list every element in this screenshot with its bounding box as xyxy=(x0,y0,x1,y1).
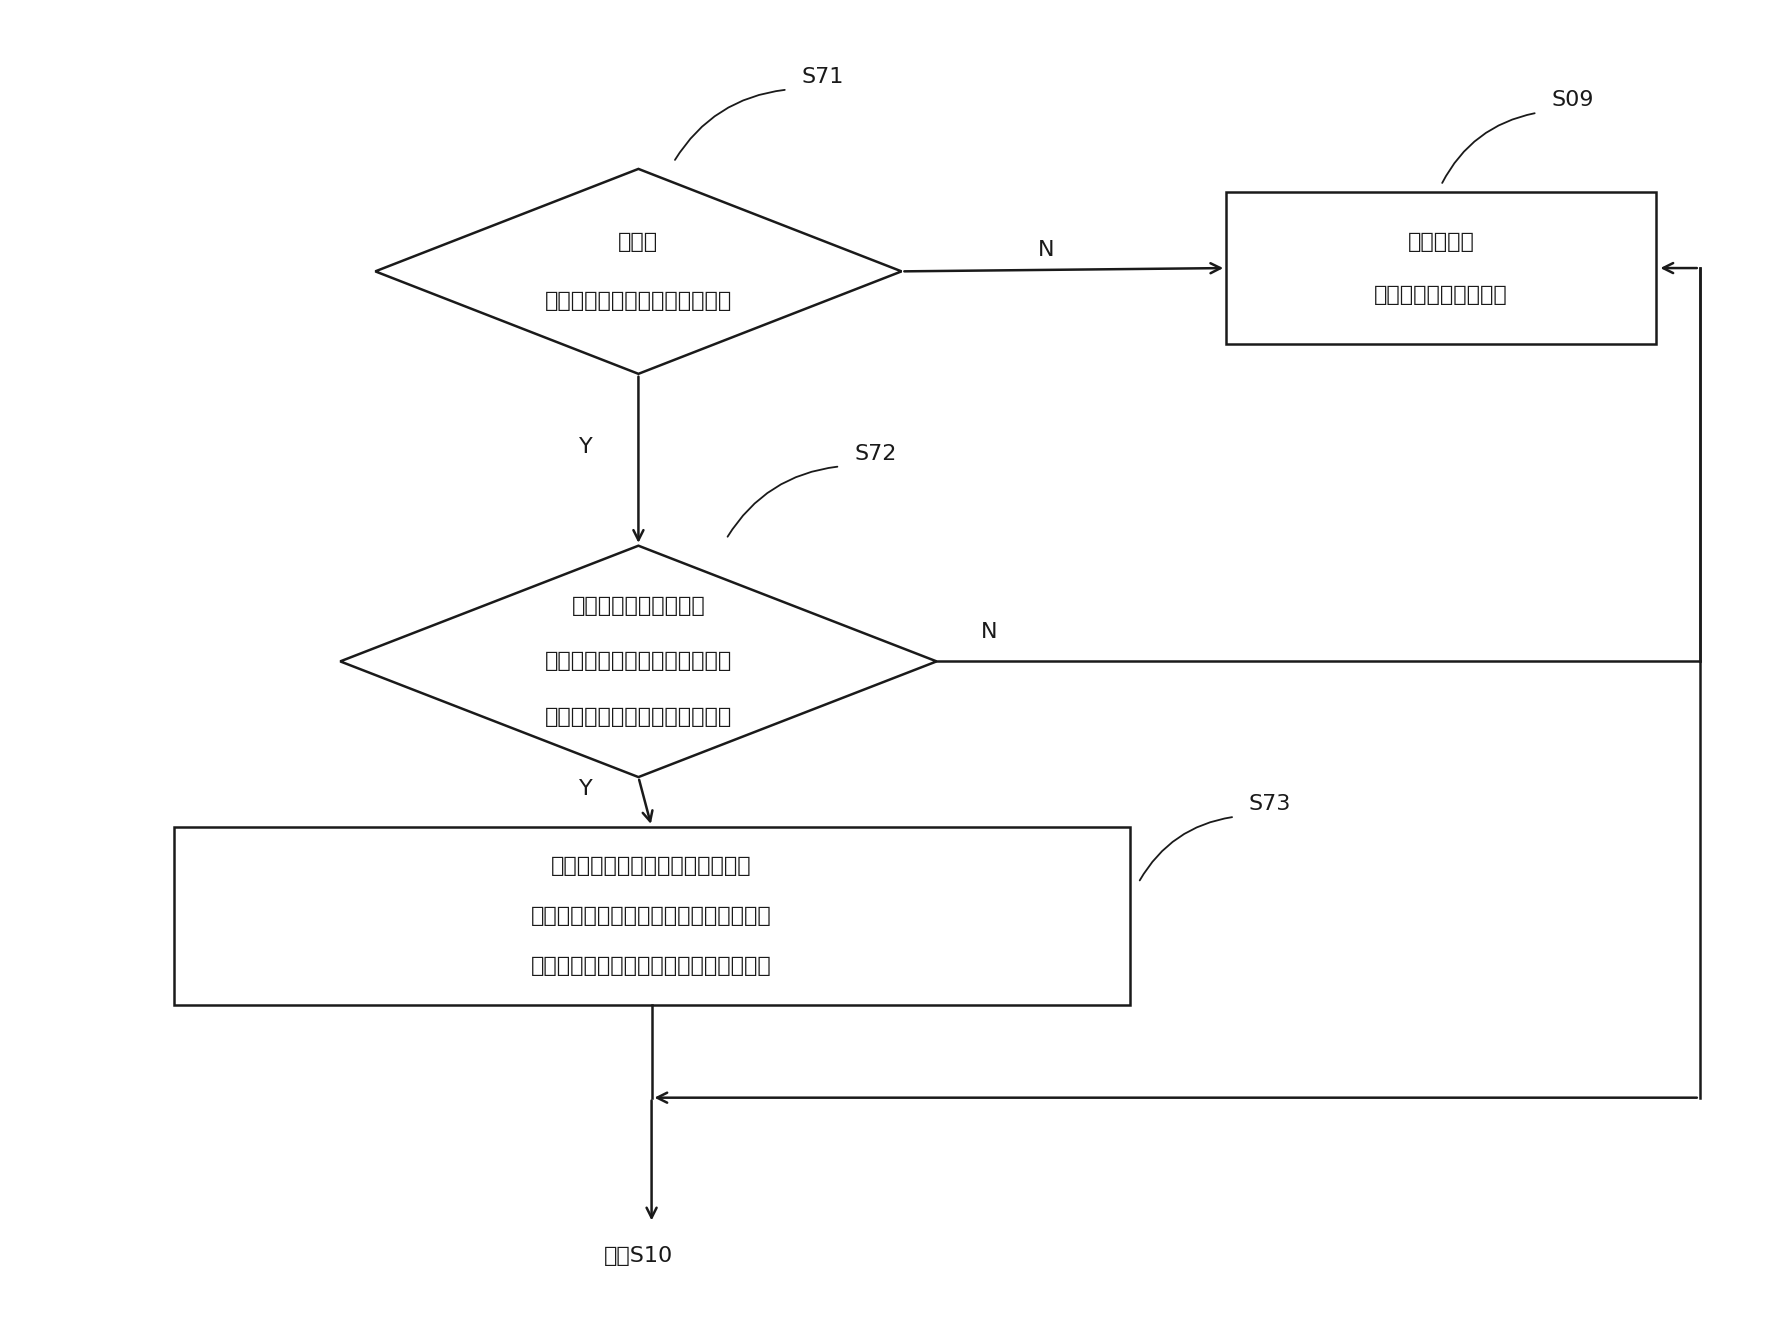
Text: Y: Y xyxy=(578,437,592,457)
Text: S71: S71 xyxy=(801,67,843,87)
Text: 或垂直方向上的分量实时控制波形在水平: 或垂直方向上的分量实时控制波形在水平 xyxy=(530,906,773,926)
Text: 依据双指同向同步滑动的速度在水平方向: 依据双指同向同步滑动的速度在水平方向 xyxy=(530,957,773,977)
Text: 形当前位置: 形当前位置 xyxy=(1407,231,1475,251)
Text: 判断当前双指同向同步滑动的速: 判断当前双指同向同步滑动的速 xyxy=(545,707,732,727)
Text: S09: S09 xyxy=(1552,90,1595,110)
Text: 度方向与水平方向或垂直方向的: 度方向与水平方向或垂直方向的 xyxy=(545,652,732,672)
Text: 步骤S10: 步骤S10 xyxy=(605,1246,674,1267)
Text: N: N xyxy=(1038,240,1054,261)
Text: 执行相应操作或保持波: 执行相应操作或保持波 xyxy=(1374,285,1508,305)
Text: 方向或垂直方向按其比例进行平移: 方向或垂直方向按其比例进行平移 xyxy=(552,855,751,875)
Text: S72: S72 xyxy=(854,444,896,464)
Text: 夹角是否在设定范围内: 夹角是否在设定范围内 xyxy=(571,596,705,616)
Text: S73: S73 xyxy=(1248,794,1291,814)
Bar xyxy=(173,827,1130,1005)
Text: N: N xyxy=(981,623,997,643)
Text: 步滑动: 步滑动 xyxy=(619,231,658,251)
Bar xyxy=(1225,192,1657,345)
Text: Y: Y xyxy=(578,779,592,799)
Text: 判断滑动操作是否是双指同向同: 判断滑动操作是否是双指同向同 xyxy=(545,291,732,311)
